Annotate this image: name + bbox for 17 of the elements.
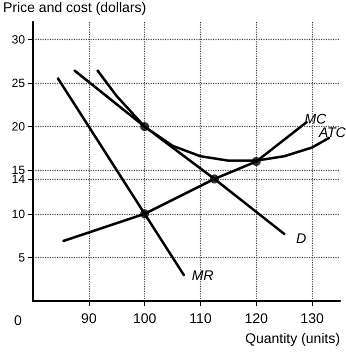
text: 0	[14, 312, 22, 328]
y-tick-label: 10	[12, 206, 26, 221]
x-tick-label: 100	[132, 310, 157, 326]
x-tick-label: 110	[189, 310, 212, 326]
x-tick-label: 130	[300, 310, 324, 326]
series-label: ATC	[318, 124, 346, 140]
y-tick-label: 30	[12, 32, 26, 46]
y-axis-title: Price and cost (dollars)	[3, 0, 146, 15]
series-label: MC	[304, 110, 328, 126]
x-tick-label: 120	[244, 310, 268, 326]
x-tick-label: 90	[81, 310, 97, 326]
y-tick-label: 25	[12, 76, 26, 90]
y-tick-label: 20	[12, 120, 26, 134]
series-label: MR	[192, 266, 214, 283]
y-tick-label: 5	[18, 250, 26, 264]
x-axis-title: Quantity (units)	[245, 330, 340, 346]
series-label: D	[296, 230, 306, 246]
